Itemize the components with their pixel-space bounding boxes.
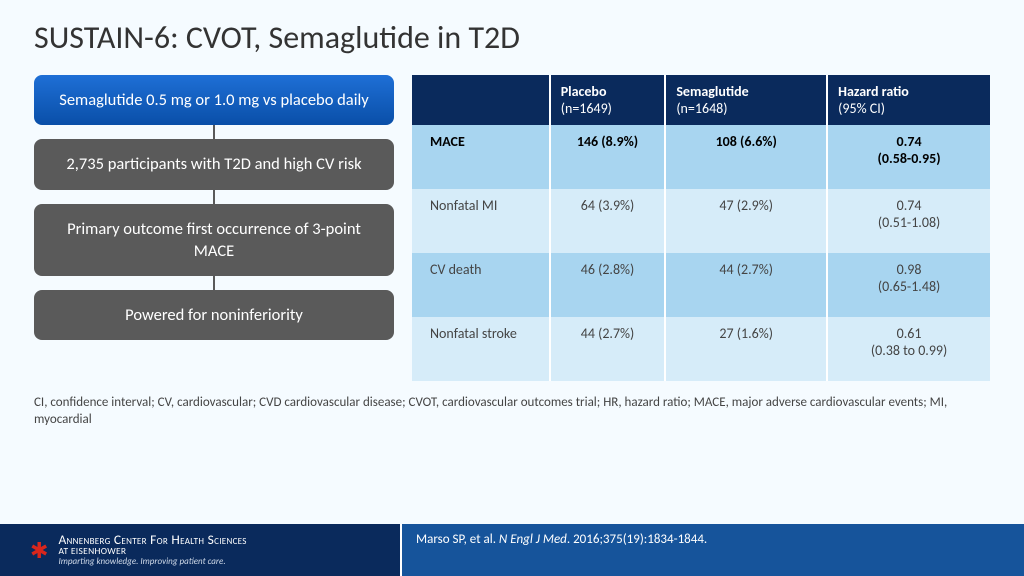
slide-title: SUSTAIN-6: CVOT, Semaglutide in T2D xyxy=(0,0,1024,57)
row-label: CV death xyxy=(412,253,551,317)
abbreviations-note: CI, confidence interval; CV, cardiovascu… xyxy=(0,381,1024,429)
row-sema: 27 (1.6%) xyxy=(666,317,828,381)
flowchart: Semaglutide 0.5 mg or 1.0 mg vs placebo … xyxy=(34,75,394,381)
results-table-wrap: Placebo(n=1649) Semaglutide(n=1648) Haza… xyxy=(412,75,990,381)
table-row: CV death46 (2.8%)44 (2.7%)0.98(0.65-1.48… xyxy=(412,253,990,317)
row-label: Nonfatal MI xyxy=(412,189,551,253)
row-label: MACE xyxy=(412,125,551,189)
row-sema: 44 (2.7%) xyxy=(666,253,828,317)
table-header-row: Placebo(n=1649) Semaglutide(n=1648) Haza… xyxy=(412,75,990,125)
table-row: MACE146 (8.9%)108 (6.6%)0.74(0.58-0.95) xyxy=(412,125,990,189)
content-area: Semaglutide 0.5 mg or 1.0 mg vs placebo … xyxy=(0,57,1024,381)
results-table: Placebo(n=1649) Semaglutide(n=1648) Haza… xyxy=(412,75,990,381)
row-sema: 47 (2.9%) xyxy=(666,189,828,253)
footer-citation: Marso SP, et al. N Engl J Med. 2016;375(… xyxy=(400,524,1024,576)
row-placebo: 64 (3.9%) xyxy=(551,189,667,253)
table-row: Nonfatal stroke44 (2.7%)27 (1.6%)0.61(0.… xyxy=(412,317,990,381)
footer: ✱ Annenberg Center For Health Sciences A… xyxy=(0,524,1024,576)
table-header-hazard-ratio: Hazard ratio(95% CI) xyxy=(828,75,990,125)
flow-box-power: Powered for noninferiority xyxy=(34,290,394,340)
flow-connector xyxy=(213,190,215,204)
row-hr: 0.74(0.58-0.95) xyxy=(828,125,990,189)
row-sema: 108 (6.6%) xyxy=(666,125,828,189)
table-header-blank xyxy=(412,75,551,125)
row-label: Nonfatal stroke xyxy=(412,317,551,381)
row-hr: 0.74(0.51-1.08) xyxy=(828,189,990,253)
flow-box-intervention: Semaglutide 0.5 mg or 1.0 mg vs placebo … xyxy=(34,75,394,125)
table-header-semaglutide: Semaglutide(n=1648) xyxy=(666,75,828,125)
footer-org-text: Annenberg Center For Health Sciences AT … xyxy=(58,533,246,567)
flow-connector xyxy=(213,125,215,139)
row-placebo: 46 (2.8%) xyxy=(551,253,667,317)
row-hr: 0.98(0.65-1.48) xyxy=(828,253,990,317)
star-icon: ✱ xyxy=(30,537,48,564)
row-hr: 0.61(0.38 to 0.99) xyxy=(828,317,990,381)
row-placebo: 44 (2.7%) xyxy=(551,317,667,381)
table-header-placebo: Placebo(n=1649) xyxy=(551,75,667,125)
flow-box-outcome: Primary outcome first occurrence of 3-po… xyxy=(34,204,394,277)
table-row: Nonfatal MI64 (3.9%)47 (2.9%)0.74(0.51-1… xyxy=(412,189,990,253)
footer-logo-block: ✱ Annenberg Center For Health Sciences A… xyxy=(0,524,400,576)
row-placebo: 146 (8.9%) xyxy=(551,125,667,189)
flow-connector xyxy=(213,276,215,290)
footer-org-tagline: Imparting knowledge. Improving patient c… xyxy=(58,557,246,566)
flow-box-population: 2,735 participants with T2D and high CV … xyxy=(34,139,394,189)
